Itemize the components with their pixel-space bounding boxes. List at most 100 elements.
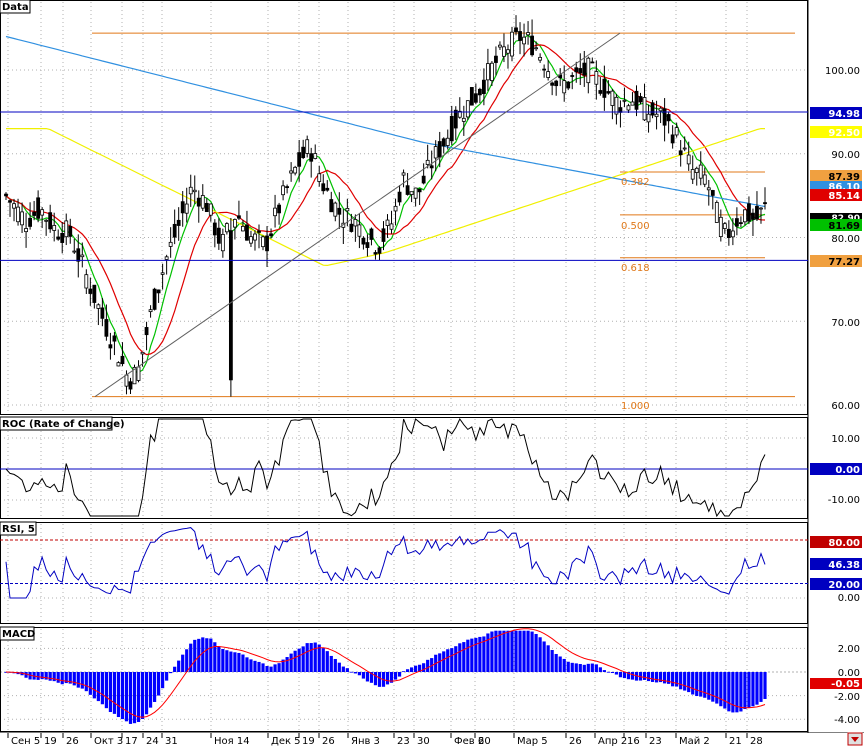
macd-bar [763,672,767,699]
x-tick-label: Янв 3 [351,736,380,746]
sma-long-line [6,128,765,267]
macd-bar [482,636,486,672]
candlestick [68,218,73,244]
rsi-tick-0: 0.00 [838,593,860,604]
candlestick [144,321,149,351]
candlestick [60,221,65,254]
macd-title-text: MACD [2,629,35,640]
macd-bar [414,665,418,672]
candlestick [401,169,406,188]
macd-bar [277,663,281,672]
macd-bar [578,664,582,672]
candlestick [586,56,591,94]
candlestick [674,122,679,138]
rsi-tick-last: 46.38 [828,560,860,571]
macd-bar [48,672,52,681]
macd-bar [518,630,522,672]
candlestick [473,83,478,105]
macd-bar [747,672,751,708]
x-tick-label: Окт 3 [94,736,123,746]
candlestick [120,342,125,367]
macd-bar [389,672,394,683]
macd-bar [530,631,534,672]
candlestick [72,238,77,254]
price-label-9498-text: 94.98 [828,109,860,120]
candlestick [160,263,165,290]
candlestick [534,41,538,51]
trend-line-segment [94,32,621,398]
candlestick [437,131,442,168]
candlestick [718,209,723,242]
macd-bar [614,672,619,675]
macd-bar [514,630,518,672]
macd-bar [478,636,482,672]
candlestick [530,19,534,57]
candlestick [245,210,249,241]
macd-bar [731,672,735,713]
candlestick [654,100,659,130]
macd-bar [630,672,635,680]
roc-title-text: ROC (Rate of Change) [2,419,125,430]
macd-bar [72,672,76,686]
candlestick [662,98,667,142]
candlestick [204,198,209,213]
candlestick [172,209,177,245]
macd-bar [385,672,390,685]
scroll-arrow-icon[interactable] [847,732,863,746]
candlestick [285,184,290,194]
candlestick [518,22,522,55]
macd-bar [498,630,502,672]
fib-label-500: 0.500 [621,221,650,232]
candlestick [578,53,583,85]
price-title-text: Data [2,2,29,13]
macd-bar [369,672,374,683]
macd-bar [148,672,153,708]
macd-bar [494,630,498,672]
candlestick [329,191,334,213]
macd-bar [253,660,257,672]
macd-bar [675,672,679,687]
candlestick [510,26,514,62]
macd-bar [261,663,265,672]
macd-bar [393,672,398,680]
macd-bar [654,672,659,683]
candlestick [4,192,8,200]
candlestick [498,41,502,50]
macd-bar [522,630,526,672]
macd-bar [438,653,442,672]
candlestick [490,61,494,87]
macd-bar [450,648,454,672]
candlestick [690,155,695,185]
macd-bar [642,672,647,680]
price-label-9250: 92.50 [810,126,862,139]
macd-bar [466,639,470,672]
candlestick [739,216,743,228]
candlestick [763,187,767,210]
macd-bar [233,652,237,672]
candlestick [305,135,310,158]
candlestick [526,21,530,45]
macd-bar [289,653,293,672]
x-tick-label: 19 [302,736,315,746]
macd-bar [486,633,490,672]
rsi-label-20: 20.00 [810,578,862,591]
roc-series [0,418,808,518]
macd-bar [715,672,719,704]
macd-bar [550,650,554,672]
fib-label-382: 0.382 [621,177,650,188]
macd-bar [120,672,125,720]
macd-bar [104,672,108,709]
candlestick [64,213,69,246]
macd-bar [470,638,474,672]
candlestick [216,218,221,250]
candlestick [381,221,386,251]
time-axis: Сен 5 19 26 Окт 3 17 24 31 Ноя 14 Дек 5 19 26 Янв 3… [0,733,864,747]
candlestick [602,65,607,111]
x-tick-label: 23 [649,736,662,746]
macd-bar [542,641,546,672]
x-tick-label: 23 [397,736,410,746]
macd-bar [140,672,145,719]
macd-bar [177,660,181,672]
macd-bar [401,671,406,673]
candlestick [44,218,49,236]
